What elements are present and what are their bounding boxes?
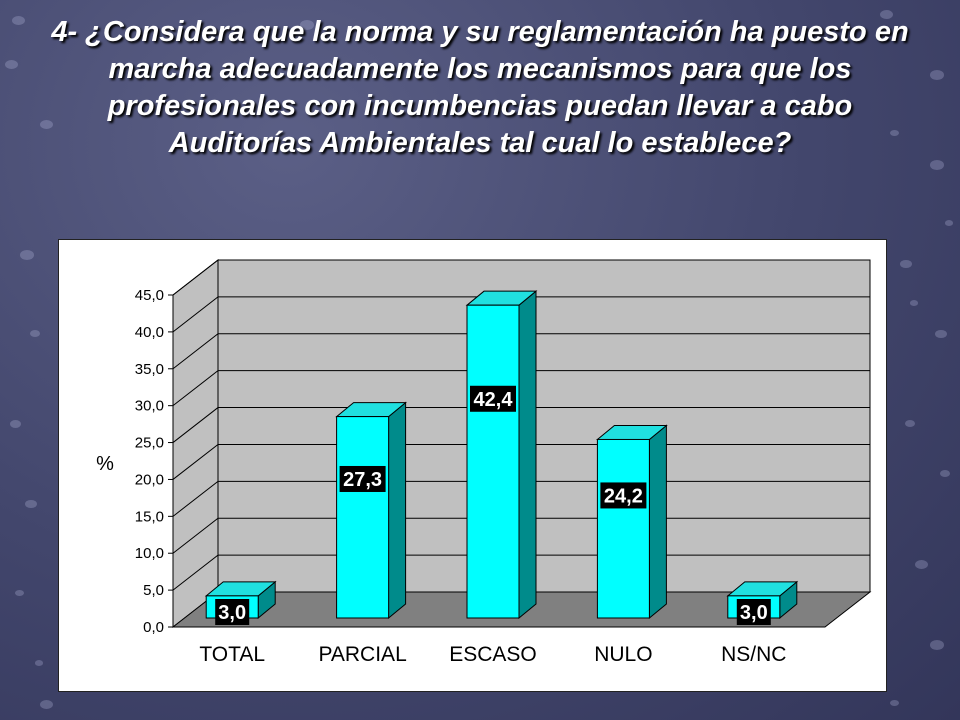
background-dot — [15, 590, 24, 597]
value-label-box — [339, 465, 386, 492]
value-label: 27,3 — [343, 469, 382, 491]
chart-back-wall — [217, 259, 871, 593]
gridline — [172, 259, 870, 296]
background-dot — [945, 220, 953, 226]
background-dot — [915, 560, 928, 570]
value-label: 3,0 — [740, 602, 768, 624]
y-tick-label: 30,0 — [135, 398, 164, 415]
background-dot — [905, 420, 915, 427]
background-dot — [940, 470, 950, 477]
gridline — [172, 370, 870, 407]
background-dot — [12, 16, 25, 26]
y-tick-label: 20,0 — [135, 471, 164, 488]
bar-side — [648, 424, 667, 620]
y-tick-label: 10,0 — [135, 545, 164, 562]
background-dot — [930, 160, 944, 170]
slide-title: 4- ¿Considera que la norma y su reglamen… — [51, 16, 909, 159]
category-label: TOTAL — [199, 643, 265, 666]
background-dot — [930, 640, 944, 650]
value-label: 3,0 — [218, 602, 246, 624]
bar — [466, 304, 520, 619]
gridline — [172, 296, 870, 333]
background-dot — [935, 330, 947, 339]
background-dot — [20, 250, 34, 260]
category-label: ESCASO — [449, 643, 537, 666]
chart-side-wall — [172, 258, 219, 629]
background-dot — [5, 60, 18, 70]
bar — [596, 438, 650, 619]
value-label-box — [600, 482, 647, 509]
bar-chart: 0,0 5,0 10,0 15,0 20,0 25,0 30,0 35,0 40,0 45,0% 3… — [96, 258, 872, 666]
bar-side — [388, 401, 407, 620]
background-dot — [35, 660, 43, 666]
value-label-box — [215, 599, 250, 625]
category-label: NULO — [594, 643, 652, 666]
background-dot — [300, 20, 314, 30]
y-tick-label: 25,0 — [135, 435, 164, 452]
y-tick-label: 45,0 — [135, 287, 164, 304]
value-label: 42,4 — [474, 389, 514, 411]
background-dot — [40, 120, 53, 130]
background-dot — [880, 10, 893, 20]
y-tick-label: 5,0 — [143, 582, 164, 599]
value-label: 24,2 — [604, 485, 643, 507]
y-tick-label: 40,0 — [135, 324, 164, 341]
bar-side — [518, 290, 537, 620]
y-tick-label: 35,0 — [135, 361, 164, 378]
value-label-box — [470, 385, 516, 412]
chart-frame: 0,0 5,0 10,0 15,0 20,0 25,0 30,0 35,0 40,0 45,0% 3… — [58, 239, 887, 692]
background-dot — [25, 500, 37, 509]
background-dot — [10, 420, 21, 428]
bar — [336, 416, 390, 619]
y-tick-label: 15,0 — [135, 508, 164, 525]
y-tick-label: 0,0 — [143, 619, 164, 636]
background-dot — [900, 260, 912, 269]
background-dot — [40, 700, 53, 710]
background-dot — [890, 130, 899, 137]
background-dot — [910, 300, 918, 306]
background-dot — [30, 330, 40, 337]
y-axis-label: % — [96, 453, 114, 475]
gridline — [172, 333, 870, 370]
value-label-box — [736, 599, 771, 625]
background-dot — [890, 700, 899, 707]
gridline — [172, 407, 870, 443]
background-dot — [930, 70, 944, 80]
category-label: PARCIAL — [318, 643, 406, 666]
category-label: NS/NC — [721, 643, 786, 666]
